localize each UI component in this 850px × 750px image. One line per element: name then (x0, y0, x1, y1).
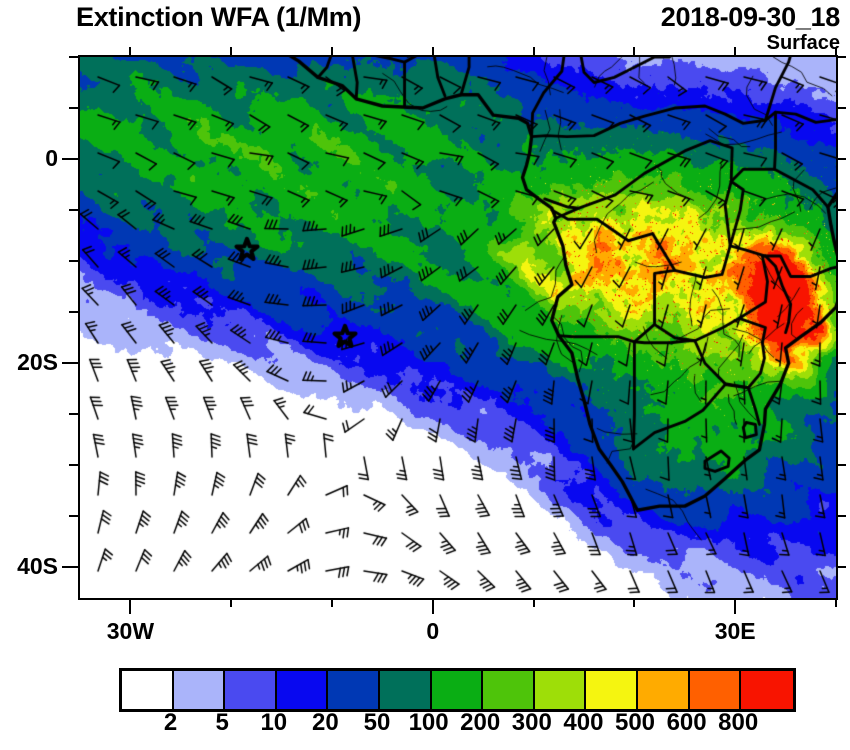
x-tick-top (734, 47, 737, 56)
x-axis-label: 30W (106, 618, 155, 644)
colorbar-swatch[interactable] (225, 671, 277, 709)
colorbar[interactable] (119, 668, 796, 712)
y-tick-right (836, 464, 846, 467)
x-tick (532, 598, 535, 607)
x-tick (230, 598, 233, 607)
y-tick-right (836, 311, 846, 314)
valid-time-label: 2018-09-30_18 (660, 2, 841, 32)
x-axis-label: 30E (714, 618, 756, 644)
y-tick (69, 107, 79, 110)
y-tick (69, 209, 79, 212)
colorbar-swatch[interactable] (379, 671, 432, 709)
y-axis-label: 40S (17, 553, 58, 580)
colorbar-tick-label: 500 (614, 709, 656, 736)
x-tick-top (633, 47, 636, 56)
y-tick (62, 566, 79, 569)
x-tick-top (129, 47, 132, 56)
y-tick-right (836, 260, 846, 263)
x-tick-top (230, 47, 233, 56)
y-tick-right (836, 158, 846, 161)
colorbar-tick-label: 20 (312, 709, 339, 736)
colorbar-swatch[interactable] (586, 671, 638, 709)
colorbar-swatch[interactable] (431, 671, 484, 709)
colorbar-tick-label: 300 (511, 709, 552, 736)
colorbar-swatch[interactable] (276, 671, 329, 709)
colorbar-tick-label: 10 (260, 709, 288, 736)
x-tick-top (331, 47, 333, 56)
colorbar-tick-label: 2 (163, 709, 178, 736)
colorbar-swatch[interactable] (637, 671, 690, 709)
y-tick-right (836, 209, 846, 212)
map-overlay-layer (80, 57, 836, 598)
y-tick (69, 515, 79, 518)
colorbar-tick-label: 5 (215, 709, 229, 736)
colorbar-tick-labels: 2 5 10 20 50 100 200 300 400 500 600 800 (119, 709, 791, 743)
colorbar-swatch[interactable] (689, 671, 742, 709)
y-tick-right (836, 515, 846, 518)
colorbar-tick-label: 600 (666, 709, 707, 736)
x-tick-top (532, 47, 535, 56)
y-tick (69, 260, 79, 263)
y-tick-right (836, 362, 846, 365)
x-tick (633, 598, 636, 607)
x-tick-top (431, 47, 434, 56)
y-tick-right (836, 566, 846, 569)
colorbar-swatch[interactable] (122, 671, 174, 709)
colorbar-tick-label: 100 (408, 709, 449, 736)
vertical-level-label: Surface (766, 32, 840, 54)
y-tick (69, 311, 79, 314)
colorbar-swatch[interactable] (534, 671, 587, 709)
x-tick (331, 598, 333, 607)
colorbar-swatch[interactable] (483, 671, 535, 709)
colorbar-tick-label: 200 (460, 709, 501, 736)
y-tick (62, 362, 79, 365)
x-tick (431, 598, 434, 614)
colorbar-swatch[interactable] (741, 671, 793, 709)
y-tick-right (836, 413, 846, 416)
y-tick (69, 413, 79, 416)
x-tick (129, 598, 132, 614)
x-tick-top (835, 47, 837, 56)
colorbar-swatch[interactable] (328, 671, 380, 709)
y-axis-label: 0 (45, 145, 58, 172)
x-tick (734, 598, 737, 614)
y-axis-label: 20S (17, 349, 58, 376)
y-tick-right (836, 107, 846, 110)
x-tick (835, 598, 837, 607)
y-tick (69, 56, 79, 58)
y-tick-right (836, 56, 846, 58)
page-title: Extinction WFA (1/Mm) (76, 2, 362, 32)
y-tick (69, 464, 79, 467)
colorbar-tick-label: 50 (363, 709, 391, 736)
colorbar-swatch[interactable] (173, 671, 226, 709)
map-plot-area[interactable] (78, 55, 838, 600)
colorbar-tick-label: 400 (563, 709, 604, 736)
y-tick (62, 158, 79, 161)
x-axis-label: 0 (426, 618, 440, 644)
colorbar-tick-label: 800 (718, 709, 759, 736)
